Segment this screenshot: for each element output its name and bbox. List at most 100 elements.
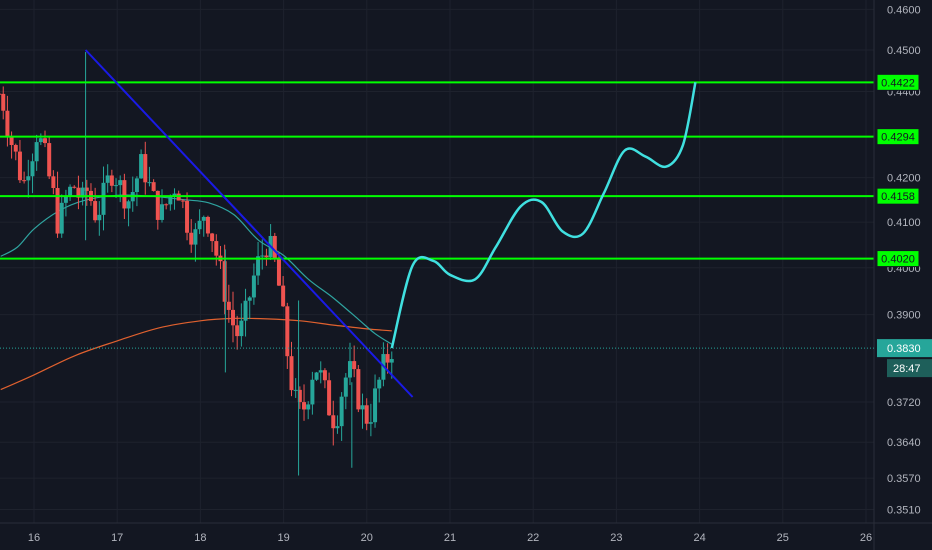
candle-body[interactable] (189, 232, 194, 245)
candle-body[interactable] (13, 145, 18, 152)
candle-body[interactable] (0, 93, 2, 95)
candle-body[interactable] (260, 255, 265, 257)
candlestick-series[interactable] (0, 52, 394, 476)
candle-body[interactable] (377, 379, 382, 389)
candle-body[interactable] (168, 195, 173, 205)
candle-body[interactable] (264, 255, 269, 258)
candle-body[interactable] (302, 402, 307, 410)
candle-body[interactable] (193, 229, 198, 245)
candle-body[interactable] (26, 176, 31, 181)
candle-body[interactable] (222, 261, 227, 302)
candle-body[interactable] (172, 193, 177, 196)
candle-body[interactable] (352, 361, 357, 370)
projection-path[interactable] (390, 82, 697, 349)
candle-body[interactable] (235, 325, 240, 337)
candle-body[interactable] (126, 201, 131, 209)
candle-body[interactable] (373, 388, 378, 423)
candle-body[interactable] (59, 202, 64, 234)
candle-body[interactable] (101, 182, 106, 215)
candle-body[interactable] (281, 285, 286, 307)
level-badge-label: 0.4294 (881, 132, 915, 144)
candle-body[interactable] (17, 151, 22, 181)
candle-body[interactable] (155, 190, 160, 220)
candle-body[interactable] (293, 389, 298, 391)
candle-body[interactable] (76, 187, 81, 198)
candle-body[interactable] (5, 110, 10, 137)
candle-body[interactable] (159, 204, 164, 220)
candle-body[interactable] (226, 301, 231, 310)
candle-body[interactable] (339, 396, 344, 427)
candle-body[interactable] (151, 182, 156, 191)
level-badge (876, 187, 920, 205)
candle-body[interactable] (318, 370, 323, 373)
candle-body[interactable] (72, 186, 77, 188)
candle-body[interactable] (118, 180, 123, 186)
candle-body[interactable] (105, 175, 110, 183)
candle-body[interactable] (364, 405, 369, 424)
candle-body[interactable] (343, 377, 348, 397)
candle-body[interactable] (43, 138, 48, 144)
candle-body[interactable] (306, 404, 311, 410)
candle-body[interactable] (297, 389, 302, 403)
candle-body[interactable] (197, 220, 202, 230)
candle-body[interactable] (164, 204, 169, 206)
candle-body[interactable] (256, 256, 261, 276)
candle-body[interactable] (368, 422, 373, 424)
x-axis[interactable]: 16 17 18 19 20 21 22 23 24 25 26 (0, 522, 932, 544)
trendline-line[interactable] (84, 49, 414, 398)
candle-body[interactable] (38, 138, 43, 143)
candle-body[interactable] (356, 369, 361, 410)
candle-body[interactable] (385, 354, 390, 363)
candle-body[interactable] (214, 241, 219, 256)
candle-body[interactable] (22, 180, 27, 182)
trendline[interactable] (84, 49, 414, 398)
candle-body[interactable] (272, 235, 277, 259)
candle-body[interactable] (210, 233, 215, 242)
candle-body[interactable] (134, 178, 139, 193)
candle-body[interactable] (231, 309, 236, 326)
candle-body[interactable] (30, 161, 35, 177)
candle-body[interactable] (180, 200, 185, 202)
horizontal-levels[interactable] (0, 81, 874, 260)
candle-body[interactable] (51, 176, 56, 189)
candle-body[interactable] (9, 136, 14, 146)
candle-body[interactable] (93, 201, 98, 221)
candle-body[interactable] (239, 320, 244, 337)
candle-body[interactable] (80, 187, 85, 198)
candle-body[interactable] (310, 379, 315, 405)
candle-body[interactable] (289, 356, 294, 391)
candle-body[interactable] (185, 200, 190, 233)
candle-body[interactable] (122, 180, 127, 209)
candle-body[interactable] (205, 216, 210, 234)
candle-body[interactable] (243, 300, 248, 321)
candle-body[interactable] (34, 142, 39, 162)
candle-body[interactable] (327, 380, 332, 416)
candle-body[interactable] (47, 143, 52, 177)
candle-body[interactable] (109, 175, 114, 186)
candle-body[interactable] (285, 306, 290, 357)
candle-body[interactable] (247, 297, 252, 301)
candle-body[interactable] (251, 275, 256, 298)
candle-body[interactable] (147, 182, 152, 184)
candle-body[interactable] (143, 154, 148, 183)
candle-body[interactable] (68, 186, 73, 197)
candle-body[interactable] (335, 426, 340, 429)
candle-body[interactable] (1, 93, 6, 111)
candle-body[interactable] (84, 187, 89, 191)
candle-body[interactable] (322, 370, 327, 381)
y-axis[interactable]: 0.46000.45000.44000.42000.41000.40000.39… (887, 4, 921, 516)
candle-body[interactable] (389, 359, 394, 363)
candle-body[interactable] (139, 154, 144, 179)
candle-body[interactable] (360, 405, 365, 410)
candle-body[interactable] (347, 361, 352, 378)
candle-body[interactable] (276, 258, 281, 286)
projection-curve[interactable] (390, 82, 697, 349)
candle-body[interactable] (114, 185, 119, 187)
candle-body[interactable] (201, 216, 206, 221)
candle-body[interactable] (331, 415, 336, 429)
candle-body[interactable] (314, 372, 319, 380)
candle-body[interactable] (55, 188, 60, 234)
candle-body[interactable] (63, 196, 68, 203)
candle-body[interactable] (97, 214, 102, 221)
